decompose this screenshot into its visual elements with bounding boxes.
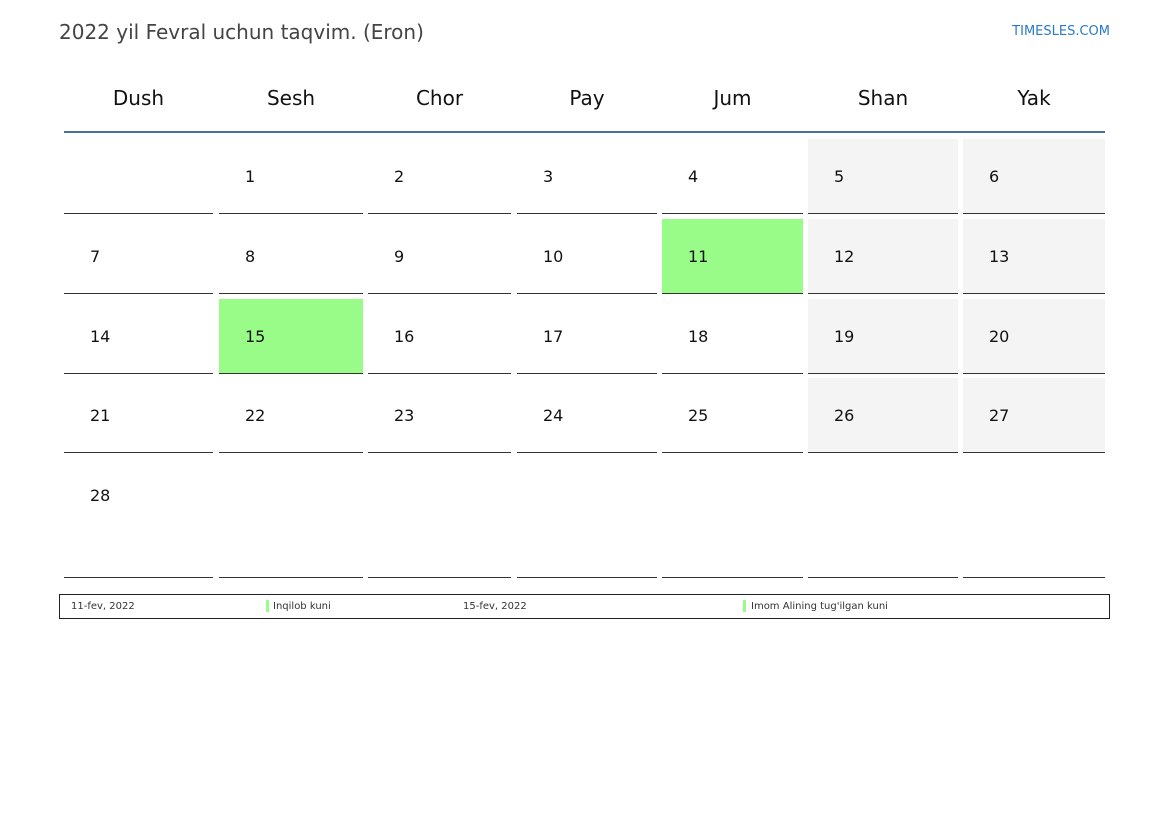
day-cell[interactable]: 28 — [64, 458, 213, 578]
day-cell[interactable]: 22 — [219, 378, 363, 453]
weekday-header: Pay — [569, 86, 605, 110]
day-cell[interactable]: 10 — [517, 219, 657, 294]
holiday-color-marker — [266, 600, 269, 612]
day-number: 9 — [394, 247, 405, 266]
day-number: 4 — [688, 167, 699, 186]
day-cell[interactable]: 15 — [219, 299, 363, 374]
day-cell[interactable]: 27 — [963, 378, 1105, 453]
day-number: 28 — [90, 486, 111, 505]
day-cell[interactable]: 6 — [963, 139, 1105, 214]
weekday-header: Shan — [857, 86, 909, 110]
day-number: 25 — [688, 406, 709, 425]
weekday-header: Chor — [415, 86, 464, 110]
weekday-header: Yak — [1017, 86, 1051, 110]
day-cell[interactable]: 9 — [368, 219, 511, 294]
empty-cell — [368, 458, 511, 578]
empty-cell — [517, 458, 657, 578]
day-number: 15 — [245, 327, 266, 346]
day-number: 13 — [989, 247, 1010, 266]
day-number: 19 — [834, 327, 855, 346]
day-number: 1 — [245, 167, 256, 186]
day-number: 27 — [989, 406, 1010, 425]
day-number: 11 — [688, 247, 709, 266]
page-title: 2022 yil Fevral uchun taqvim. (Eron) — [59, 20, 424, 44]
day-number: 22 — [245, 406, 266, 425]
empty-cell — [963, 458, 1105, 578]
holiday-color-marker — [743, 600, 746, 612]
weekday-header: Sesh — [266, 86, 316, 110]
day-cell[interactable]: 11 — [662, 219, 803, 294]
holiday-name: Inqilob kuni — [273, 601, 331, 612]
day-number: 24 — [543, 406, 564, 425]
empty-cell — [808, 458, 958, 578]
brand-link[interactable]: TIMESLES.COM — [1012, 24, 1110, 39]
day-number: 10 — [543, 247, 564, 266]
day-cell[interactable]: 17 — [517, 299, 657, 374]
empty-cell — [219, 458, 363, 578]
day-cell[interactable]: 23 — [368, 378, 511, 453]
day-cell[interactable]: 19 — [808, 299, 958, 374]
day-cell[interactable]: 12 — [808, 219, 958, 294]
day-cell[interactable]: 14 — [64, 299, 213, 374]
day-number: 16 — [394, 327, 415, 346]
day-cell[interactable]: 8 — [219, 219, 363, 294]
day-number: 18 — [688, 327, 709, 346]
empty-cell — [64, 139, 213, 214]
day-cell[interactable]: 4 — [662, 139, 803, 214]
day-number: 5 — [834, 167, 845, 186]
day-number: 26 — [834, 406, 855, 425]
day-number: 14 — [90, 327, 111, 346]
day-cell[interactable]: 1 — [219, 139, 363, 214]
empty-cell — [662, 458, 803, 578]
day-number: 17 — [543, 327, 564, 346]
day-cell[interactable]: 20 — [963, 299, 1105, 374]
day-number: 7 — [90, 247, 101, 266]
day-cell[interactable]: 7 — [64, 219, 213, 294]
day-number: 8 — [245, 247, 256, 266]
holiday-name: Imom Alining tug'ilgan kuni — [751, 601, 888, 612]
weekday-header: Dush — [112, 86, 165, 110]
day-number: 21 — [90, 406, 111, 425]
day-cell[interactable]: 26 — [808, 378, 958, 453]
holiday-date: 15-fev, 2022 — [463, 601, 527, 612]
day-number: 2 — [394, 167, 405, 186]
header-divider — [64, 131, 1105, 133]
day-number: 3 — [543, 167, 554, 186]
day-cell[interactable]: 16 — [368, 299, 511, 374]
day-number: 6 — [989, 167, 1000, 186]
day-cell[interactable]: 25 — [662, 378, 803, 453]
day-cell[interactable]: 21 — [64, 378, 213, 453]
day-cell[interactable]: 18 — [662, 299, 803, 374]
day-cell[interactable]: 3 — [517, 139, 657, 214]
weekday-header: Jum — [713, 86, 752, 110]
day-cell[interactable]: 13 — [963, 219, 1105, 294]
holiday-legend: 11-fev, 2022 Inqilob kuni 15-fev, 2022 I… — [59, 594, 1110, 619]
day-number: 20 — [989, 327, 1010, 346]
day-number: 12 — [834, 247, 855, 266]
holiday-date: 11-fev, 2022 — [71, 601, 135, 612]
day-cell[interactable]: 24 — [517, 378, 657, 453]
day-cell[interactable]: 5 — [808, 139, 958, 214]
day-cell[interactable]: 2 — [368, 139, 511, 214]
day-number: 23 — [394, 406, 415, 425]
